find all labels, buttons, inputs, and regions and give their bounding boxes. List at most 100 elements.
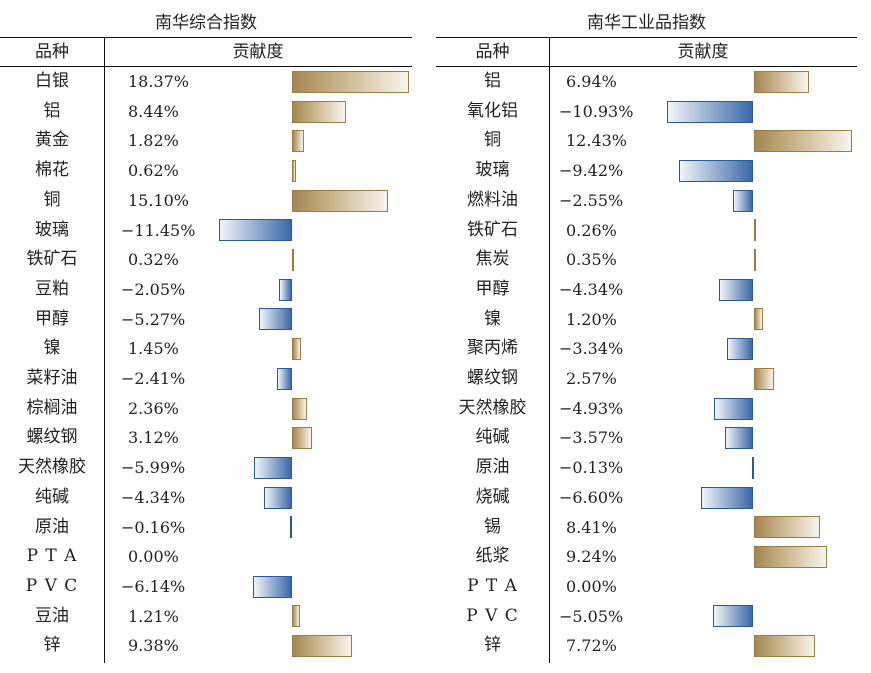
category-label: 棕榈油: [26, 397, 78, 418]
value-label: 12.43%: [566, 131, 628, 151]
table-row: 锡 8.41%: [436, 513, 857, 543]
positive-bar: [292, 100, 346, 123]
category-label: 豆油: [35, 605, 69, 626]
value-label: −2.55%: [559, 190, 624, 210]
table-row: 豆粕 −2.05%: [0, 275, 412, 305]
value-label: −5.05%: [559, 606, 624, 626]
category-label: 原油: [35, 516, 69, 537]
value-label: 2.57%: [566, 369, 617, 388]
value-label: −3.57%: [559, 428, 624, 448]
value-label: 7.72%: [566, 636, 617, 656]
negative-bar: [290, 516, 292, 539]
negative-bar: [714, 397, 754, 420]
value-label: −4.34%: [121, 487, 186, 507]
negative-bar: [219, 219, 292, 242]
value-label: 0.26%: [566, 220, 617, 240]
category-label: 镍: [484, 308, 501, 329]
value-label: −11.45%: [121, 220, 196, 240]
table-row: 玻璃 −11.45%: [0, 216, 412, 246]
table-row: P T A 0.00%: [436, 572, 857, 602]
negative-bar: [733, 189, 754, 212]
category-label: 棉花: [35, 160, 69, 181]
table-row: 烧碱 −6.60%: [436, 483, 857, 513]
value-label: 0.62%: [128, 161, 179, 181]
value-label: −0.16%: [121, 517, 186, 537]
table-row: 焦炭 0.35%: [436, 245, 857, 275]
category-label: 纯碱: [35, 486, 69, 507]
positive-bar: [292, 189, 388, 212]
value-label: −9.42%: [559, 161, 624, 181]
category-label: 铜: [43, 189, 61, 210]
header-bottom-rule: [436, 66, 857, 68]
table-row: 聚丙烯 −3.34%: [436, 334, 857, 364]
positive-bar: [292, 130, 304, 153]
category-label: 铜: [484, 130, 501, 151]
negative-bar: [253, 575, 292, 598]
category-label: 螺纹钢: [26, 427, 78, 448]
table-row: 铁矿石 0.26%: [436, 216, 857, 246]
value-label: −2.41%: [121, 369, 186, 388]
value-label: −3.34%: [559, 339, 624, 359]
category-label: 玻璃: [475, 160, 510, 181]
positive-bar: [753, 249, 757, 272]
value-label: −5.27%: [121, 309, 186, 329]
negative-bar: [701, 486, 754, 509]
table-row: 菜籽油 −2.41%: [0, 364, 412, 394]
table-row: 铁矿石 0.32%: [0, 245, 412, 275]
negative-bar: [678, 159, 754, 182]
category-label: 铁矿石: [467, 219, 518, 240]
category-label: 豆粕: [35, 278, 69, 299]
positive-bar: [753, 516, 821, 539]
category-label: 锌: [484, 635, 501, 656]
positive-bar: [753, 130, 853, 153]
table-row: 纸浆 9.24%: [436, 542, 857, 572]
value-label: 0.32%: [128, 250, 179, 270]
table-row: 甲醇 −4.34%: [436, 275, 857, 305]
positive-bar: [292, 70, 409, 93]
table-row: 黄金 1.82%: [0, 126, 412, 156]
table-row: 甲醇 −5.27%: [0, 305, 412, 335]
category-label: 焦炭: [475, 249, 510, 270]
value-label: 1.21%: [128, 606, 179, 626]
value-label: 1.45%: [128, 339, 179, 359]
category-label: 甲醇: [35, 308, 69, 329]
table-row: 原油 −0.16%: [0, 513, 412, 543]
category-label: 氧化铝: [467, 100, 518, 121]
table-row: 镍 1.20%: [436, 305, 857, 335]
value-label: 0.35%: [566, 250, 617, 270]
header-top-rule: [436, 37, 857, 39]
category-label: P V C: [466, 605, 519, 626]
table-row: 豆油 1.21%: [0, 602, 412, 632]
value-label: −0.13%: [559, 458, 624, 478]
category-label: 锌: [43, 635, 61, 656]
negative-bar: [726, 338, 754, 361]
value-label: −10.93%: [559, 101, 634, 121]
negative-bar: [264, 486, 292, 509]
value-label: 1.82%: [128, 131, 179, 151]
table-row: 棉花 0.62%: [0, 156, 412, 186]
composite-index-panel: 南华综合指数 品种 贡献度 白银 18.37% 铝 8.44% 黄金 1.82% 棉花 0.6…: [0, 0, 412, 673]
header-top-rule: [0, 37, 412, 39]
table-row: 氧化铝 −10.93%: [436, 97, 857, 127]
negative-bar: [718, 278, 754, 301]
table-row: P V C −5.05%: [436, 602, 857, 632]
category-label: P V C: [25, 575, 79, 596]
negative-bar: [253, 456, 292, 479]
negative-bar: [258, 308, 292, 331]
value-label: −2.05%: [121, 279, 186, 299]
category-label: 燃料油: [467, 189, 518, 210]
category-label: 黄金: [35, 130, 69, 151]
table-row: 纯碱 −4.34%: [0, 483, 412, 513]
positive-bar: [753, 70, 809, 93]
table-row: 铜 12.43%: [436, 126, 857, 156]
value-label: −4.34%: [559, 279, 624, 299]
category-label: 玻璃: [35, 219, 69, 240]
category-label: P T A: [26, 546, 78, 567]
category-label: 菜籽油: [26, 368, 78, 388]
table-row: 锌 7.72%: [436, 631, 857, 661]
column-divider: [549, 38, 551, 663]
positive-bar: [753, 367, 774, 390]
column-divider: [104, 38, 106, 663]
contribution-header: 贡献度: [232, 42, 284, 62]
negative-bar: [666, 100, 754, 123]
